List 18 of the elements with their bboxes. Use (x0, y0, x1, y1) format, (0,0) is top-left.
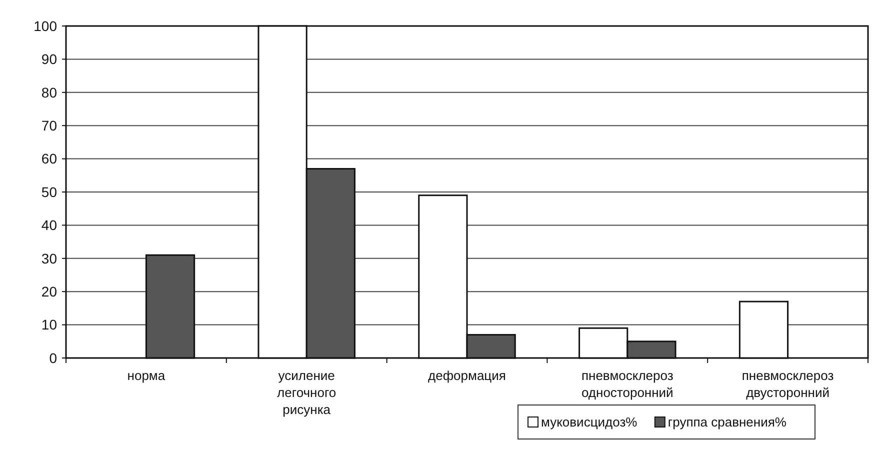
x-tick-label: усиление легочного рисунка (277, 368, 336, 417)
x-tick-label: пневмосклероз двусторонний (742, 368, 834, 400)
legend-label: группа сравнения% (668, 414, 787, 430)
y-tick-label: 10 (41, 316, 58, 333)
y-tick-label: 30 (41, 250, 58, 266)
x-tick-label: норма (127, 368, 166, 383)
y-tick-label: 50 (41, 184, 58, 200)
y-tick-label: 0 (49, 350, 58, 366)
y-tick-label: 80 (41, 84, 58, 100)
legend-label: муковисцидоз% (541, 414, 638, 430)
x-tick-label: деформация (428, 368, 506, 383)
y-tick-label: 70 (41, 118, 58, 134)
y-tick-label: 100 (34, 18, 58, 34)
y-tick-label: 40 (41, 217, 58, 234)
y-tick-label: 20 (41, 284, 58, 300)
y-tick-label: 60 (41, 150, 58, 167)
y-tick-label: 90 (41, 51, 58, 68)
x-tick-label: пневмосклероз односторонний (581, 368, 674, 400)
